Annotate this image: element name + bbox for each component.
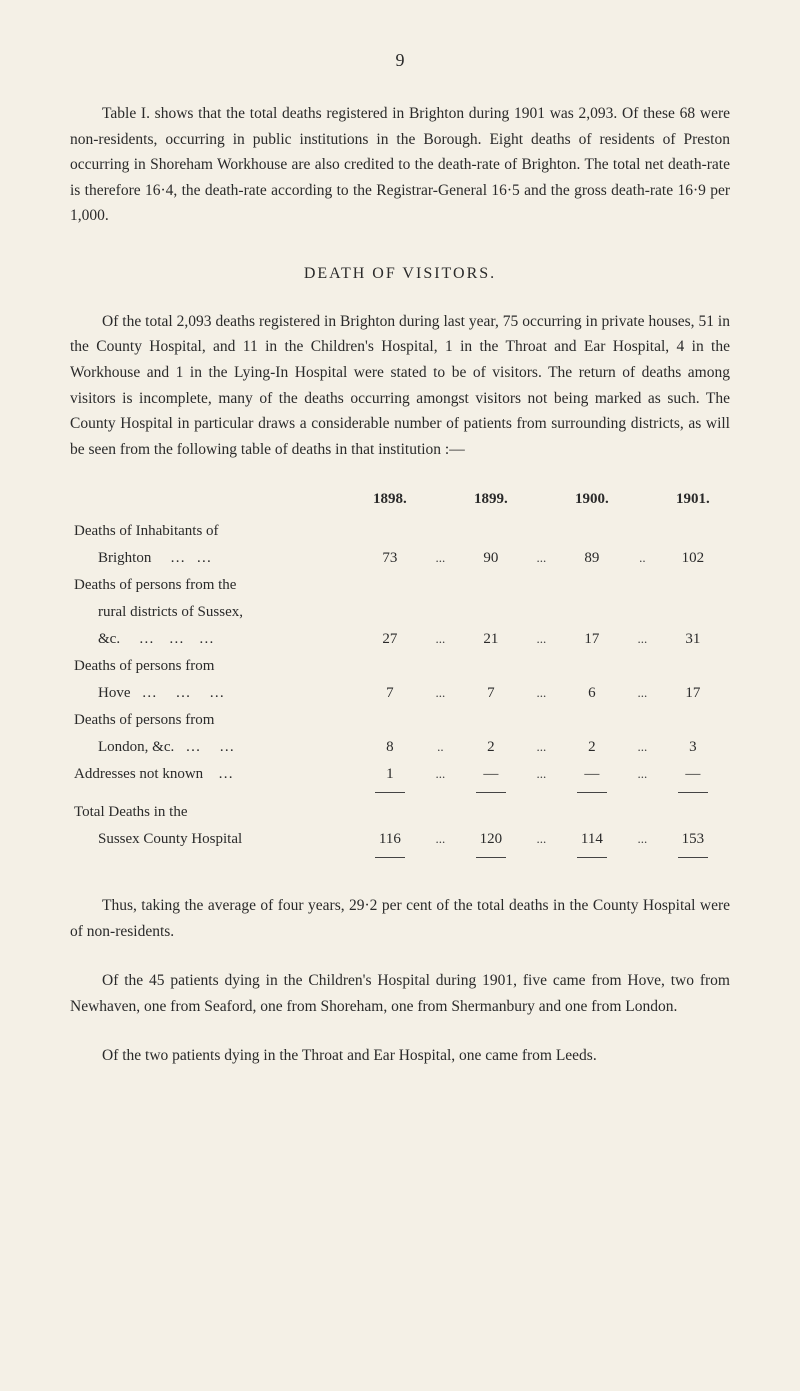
dots: ... [427,680,454,707]
dots: ... [528,734,555,761]
paragraph-1: Table I. shows that the total deaths reg… [70,101,730,229]
dots: ... [528,826,555,853]
total-value: 114 [555,826,629,853]
cell-value: 8 [353,734,427,761]
total-value: 153 [656,826,730,853]
paragraph-5: Of the two patients dying in the Throat … [70,1043,730,1069]
year-header-row: 1898. 1899. 1900. 1901. [70,486,730,518]
cell-value: 6 [555,680,629,707]
deaths-table: 1898. 1899. 1900. 1901. Deaths of Inhabi… [70,486,730,859]
year-1900: 1900. [555,486,629,518]
cell-value: 7 [454,680,528,707]
dots: ... [427,761,454,788]
cell-value: 3 [656,734,730,761]
table-row: Hove … … … 7 ... 7 ... 6 ... 17 [70,680,730,707]
table-row: Deaths of Inhabitants of [70,518,730,545]
cell-value: 17 [656,680,730,707]
year-1898: 1898. [353,486,427,518]
row-label-cont: London, &c. … … [74,739,349,756]
table-row: Deaths of persons from [70,653,730,680]
cell-value: 102 [656,545,730,572]
dots: ... [528,545,555,572]
table-row: Deaths of persons from the [70,572,730,599]
dots: .. [427,734,454,761]
dots: ... [629,761,656,788]
cell-value: — [454,761,528,788]
total-value: 120 [454,826,528,853]
total-label-cont: Sussex County Hospital [74,831,349,848]
cell-value: 2 [454,734,528,761]
dots: ... [427,626,454,653]
page: 9 Table I. shows that the total deaths r… [0,0,800,1153]
row-label: Deaths of persons from the [70,572,353,599]
cell-value: 73 [353,545,427,572]
total-row: Sussex County Hospital 116 ... 120 ... 1… [70,826,730,853]
row-label-cont: &c. … … … [74,631,349,648]
paragraph-3: Thus, taking the average of four years, … [70,893,730,944]
dots: ... [528,626,555,653]
year-1899: 1899. [454,486,528,518]
table-row: Brighton … … 73 ... 90 ... 89 .. 102 [70,545,730,572]
row-label-cont: Hove … … … [74,685,349,702]
table-row: London, &c. … … 8 .. 2 ... 2 ... 3 [70,734,730,761]
total-row: Total Deaths in the [70,794,730,826]
cell-value: 1 [353,761,427,788]
dots: ... [528,680,555,707]
row-label-cont: Brighton … … [74,550,349,567]
table-row: &c. … … … 27 ... 21 ... 17 ... 31 [70,626,730,653]
cell-value: 90 [454,545,528,572]
dots: ... [528,761,555,788]
dots: .. [629,545,656,572]
cell-value: 21 [454,626,528,653]
cell-value: — [555,761,629,788]
paragraph-4: Of the 45 patients dying in the Children… [70,968,730,1019]
dots: ... [629,626,656,653]
table-row: Addresses not known … 1 ... — ... — ... … [70,761,730,788]
year-1901: 1901. [656,486,730,518]
row-label: Addresses not known [74,766,203,782]
row-label-cont: rural districts of Sussex, [74,604,349,621]
cell-value: 2 [555,734,629,761]
total-value: 116 [353,826,427,853]
table-row: Deaths of persons from [70,707,730,734]
dots: ... [427,545,454,572]
total-label: Total Deaths in the [74,804,349,821]
cell-value: 31 [656,626,730,653]
dots: ... [427,826,454,853]
cell-value: 7 [353,680,427,707]
row-label: Deaths of persons from [70,653,353,680]
cell-value: 89 [555,545,629,572]
cell-value: — [656,761,730,788]
dots: ... [629,734,656,761]
paragraph-2: Of the total 2,093 deaths registered in … [70,309,730,462]
cell-value: 27 [353,626,427,653]
table-row: rural districts of Sussex, [70,599,730,626]
section-title: DEATH OF VISITORS. [70,265,730,283]
rule-row [70,853,730,859]
page-number: 9 [70,50,730,71]
row-label: Deaths of persons from [70,707,353,734]
dots: ... [629,826,656,853]
dots: ... [629,680,656,707]
row-label: Deaths of Inhabitants of [70,518,353,545]
cell-value: 17 [555,626,629,653]
